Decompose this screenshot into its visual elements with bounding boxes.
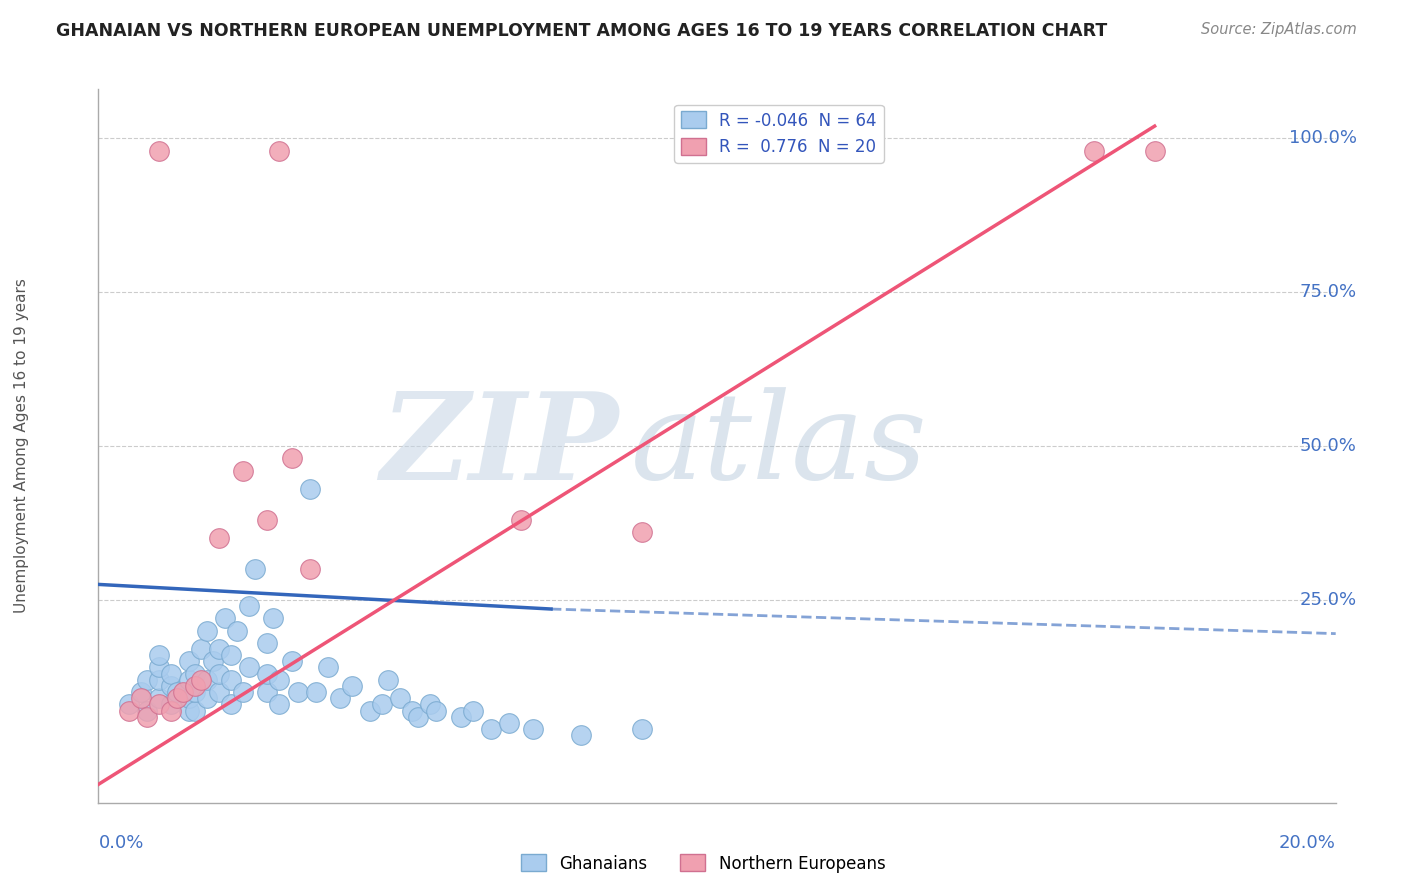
Text: ZIP: ZIP — [380, 387, 619, 505]
Point — [256, 685, 278, 699]
Point — [172, 685, 194, 699]
Point — [425, 704, 447, 718]
Point — [208, 666, 231, 681]
Point — [498, 715, 520, 730]
Point — [148, 648, 170, 662]
Point — [190, 673, 212, 687]
Text: 0.0%: 0.0% — [98, 834, 143, 852]
Point — [377, 673, 399, 687]
Point — [135, 704, 157, 718]
Point — [160, 698, 183, 712]
Point — [371, 698, 394, 712]
Point — [389, 691, 412, 706]
Point — [238, 660, 260, 674]
Point — [195, 624, 218, 638]
Point — [419, 698, 441, 712]
Text: 25.0%: 25.0% — [1299, 591, 1357, 609]
Point — [287, 685, 309, 699]
Point — [160, 666, 183, 681]
Point — [129, 691, 152, 706]
Text: Unemployment Among Ages 16 to 19 years: Unemployment Among Ages 16 to 19 years — [14, 278, 28, 614]
Point — [479, 722, 502, 736]
Point — [256, 513, 278, 527]
Point — [450, 709, 472, 723]
Point — [238, 599, 260, 613]
Point — [232, 685, 254, 699]
Point — [184, 679, 207, 693]
Point — [208, 531, 231, 545]
Legend: Ghanaians, Northern Europeans: Ghanaians, Northern Europeans — [515, 847, 891, 880]
Point — [129, 685, 152, 699]
Point — [280, 451, 302, 466]
Point — [1143, 144, 1166, 158]
Text: 50.0%: 50.0% — [1301, 437, 1357, 455]
Point — [214, 611, 236, 625]
Point — [219, 698, 242, 712]
Point — [195, 673, 218, 687]
Point — [148, 144, 170, 158]
Point — [177, 691, 200, 706]
Point — [340, 679, 363, 693]
Point — [184, 685, 207, 699]
Point — [226, 624, 249, 638]
Point — [195, 691, 218, 706]
Point — [329, 691, 352, 706]
Point — [166, 685, 188, 699]
Point — [461, 704, 484, 718]
Text: atlas: atlas — [630, 387, 927, 505]
Point — [117, 704, 139, 718]
Point — [190, 642, 212, 657]
Point — [232, 464, 254, 478]
Point — [117, 698, 139, 712]
Point — [569, 728, 592, 742]
Text: 100.0%: 100.0% — [1289, 129, 1357, 147]
Text: GHANAIAN VS NORTHERN EUROPEAN UNEMPLOYMENT AMONG AGES 16 TO 19 YEARS CORRELATION: GHANAIAN VS NORTHERN EUROPEAN UNEMPLOYME… — [56, 22, 1108, 40]
Point — [256, 666, 278, 681]
Point — [160, 704, 183, 718]
Text: Source: ZipAtlas.com: Source: ZipAtlas.com — [1201, 22, 1357, 37]
Point — [160, 679, 183, 693]
Point — [630, 722, 652, 736]
Point — [269, 144, 291, 158]
Point — [509, 513, 531, 527]
Point — [262, 611, 284, 625]
Point — [148, 660, 170, 674]
Point — [522, 722, 544, 736]
Point — [280, 654, 302, 668]
Point — [305, 685, 328, 699]
Point — [269, 698, 291, 712]
Point — [148, 673, 170, 687]
Point — [359, 704, 381, 718]
Point — [401, 704, 423, 718]
Point — [135, 673, 157, 687]
Point — [219, 648, 242, 662]
Point — [166, 691, 188, 706]
Point — [219, 673, 242, 687]
Text: 20.0%: 20.0% — [1279, 834, 1336, 852]
Point — [202, 654, 225, 668]
Point — [208, 642, 231, 657]
Point — [630, 525, 652, 540]
Point — [148, 698, 170, 712]
Point — [1083, 144, 1105, 158]
Point — [177, 654, 200, 668]
Legend: R = -0.046  N = 64, R =  0.776  N = 20: R = -0.046 N = 64, R = 0.776 N = 20 — [675, 104, 883, 162]
Point — [316, 660, 339, 674]
Point — [184, 666, 207, 681]
Point — [177, 704, 200, 718]
Point — [298, 482, 321, 496]
Point — [269, 673, 291, 687]
Text: 75.0%: 75.0% — [1299, 283, 1357, 301]
Point — [256, 636, 278, 650]
Point — [208, 685, 231, 699]
Point — [135, 709, 157, 723]
Point — [245, 562, 267, 576]
Point — [298, 562, 321, 576]
Point — [184, 704, 207, 718]
Point — [177, 673, 200, 687]
Point — [148, 691, 170, 706]
Point — [408, 709, 430, 723]
